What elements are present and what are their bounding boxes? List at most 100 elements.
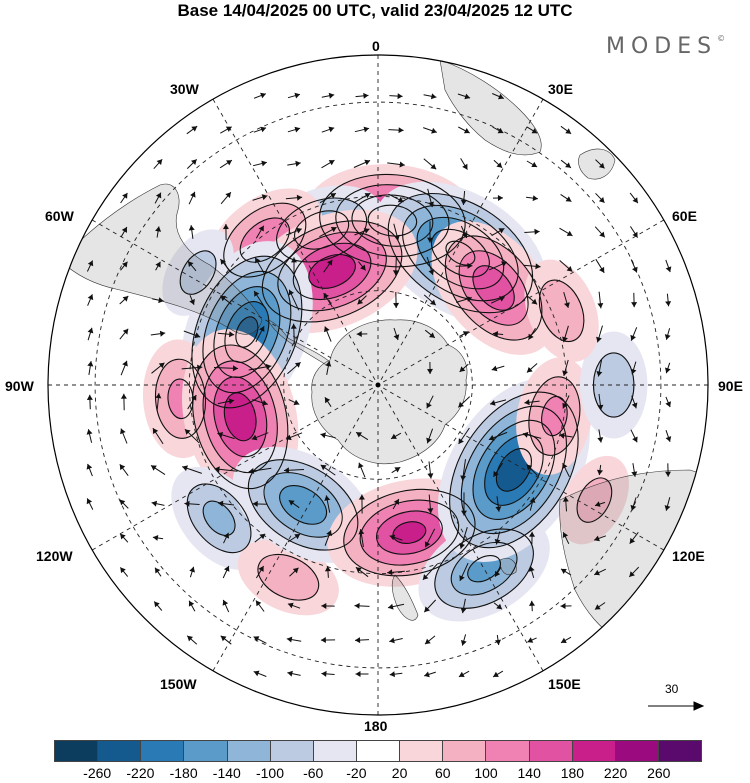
anomaly-contour-line xyxy=(292,242,372,301)
anomaly-band xyxy=(393,521,426,544)
wind-arrow xyxy=(597,464,603,476)
wind-arrow xyxy=(526,126,538,134)
wind-arrow xyxy=(461,492,467,516)
wind-arrow xyxy=(189,566,195,578)
wind-arrow xyxy=(152,297,164,304)
wind-arrow xyxy=(593,535,607,542)
colorbar-cell xyxy=(270,741,314,761)
wind-arrow xyxy=(460,598,467,614)
lon-label-30e: 30E xyxy=(548,81,573,97)
anomaly-contour-line xyxy=(450,541,518,596)
anomaly-contour-line xyxy=(576,477,613,523)
wind-arrow xyxy=(187,260,197,272)
wind-arrow xyxy=(323,292,333,308)
wind-arrow xyxy=(358,261,366,271)
wind-arrow xyxy=(217,398,235,405)
wind-arrow xyxy=(423,294,437,306)
anomaly-contour-line xyxy=(213,286,281,378)
wind-arrow xyxy=(286,227,302,236)
madagascar-landmass xyxy=(578,148,616,180)
brand-mark: © xyxy=(717,34,726,43)
wind-arrow xyxy=(287,670,301,677)
anomaly-band xyxy=(472,265,515,311)
colorbar-cell xyxy=(313,741,357,761)
wind-arrow xyxy=(459,562,469,582)
wind-arrow xyxy=(253,92,267,99)
wind-arrow xyxy=(494,531,501,545)
wind-arrow xyxy=(528,565,535,579)
wind-arrow xyxy=(489,399,507,406)
wind-arrow xyxy=(495,496,502,512)
wind-arrow xyxy=(492,462,504,478)
wind-arrow xyxy=(321,92,335,99)
wind-arrow xyxy=(150,464,166,476)
wind-arrow xyxy=(562,325,569,343)
anomaly-contour-line xyxy=(276,197,368,263)
anomaly-contour-set xyxy=(538,279,585,343)
wind-arrow xyxy=(427,221,433,243)
wind-arrow xyxy=(628,566,640,578)
wind-arrow xyxy=(562,496,569,512)
anomaly-contour-set xyxy=(257,553,320,601)
lon-label-0: 0 xyxy=(372,38,380,54)
wind-arrow xyxy=(151,362,165,374)
wind-arrow xyxy=(354,602,370,609)
wind-arrow xyxy=(455,296,473,303)
wind-arrow xyxy=(390,432,402,440)
wind-vectors xyxy=(86,92,672,678)
wind-arrow xyxy=(150,330,166,337)
anomaly-contour-line xyxy=(359,499,460,566)
wind-arrow xyxy=(354,228,370,236)
wind-arrow xyxy=(491,227,505,237)
wind-arrow xyxy=(665,463,671,477)
wind-arrow xyxy=(387,569,405,576)
colorbar-cell xyxy=(400,741,444,761)
wind-arrow xyxy=(460,225,468,239)
wind-arrow xyxy=(562,395,570,409)
wind-arrow xyxy=(354,126,370,133)
wind-arrow xyxy=(629,226,639,238)
wind-arrow xyxy=(287,160,301,167)
lon-label-90e: 90E xyxy=(718,378,743,394)
wind-arrow xyxy=(254,257,266,275)
anomaly-contour-line xyxy=(154,358,207,439)
brand-logo: MODES© xyxy=(606,34,725,59)
wind-arrow xyxy=(220,295,232,305)
anomaly-center xyxy=(559,455,629,545)
wind-arrow xyxy=(253,636,267,644)
colorbar-tick-label: -20 xyxy=(346,765,367,781)
wind-arrow xyxy=(631,292,638,308)
anomaly-band xyxy=(539,280,584,342)
wind-arrow xyxy=(492,126,504,134)
wind-arrow xyxy=(288,289,300,311)
wind-arrow xyxy=(289,567,299,577)
lon-label-90w: 90W xyxy=(5,378,34,394)
wind-arrow xyxy=(155,226,162,238)
colorbar-cell xyxy=(184,741,228,761)
wind-arrow xyxy=(665,293,672,307)
wind-arrow xyxy=(562,359,569,377)
wind-arrow xyxy=(527,637,537,643)
wind-arrow xyxy=(560,568,572,576)
wind-arrow xyxy=(355,92,369,99)
wind-arrow xyxy=(357,295,367,305)
anomaly-contour-line xyxy=(434,528,534,609)
anomaly-contour-line xyxy=(538,279,585,343)
anomaly-contour-line xyxy=(223,392,257,442)
wind-arrow xyxy=(120,360,128,376)
wind-arrow xyxy=(594,501,606,507)
colorbar-tick-label: 260 xyxy=(647,765,671,781)
wind-arrow xyxy=(120,261,128,271)
wind-arrow xyxy=(459,331,469,337)
colorbar-cell xyxy=(615,741,659,761)
wind-arrow xyxy=(213,365,239,372)
wind-arrow xyxy=(358,494,365,514)
colorbar-tick-label: 180 xyxy=(560,765,585,781)
wind-arrow xyxy=(460,459,467,481)
wind-arrow xyxy=(492,195,504,201)
wind-arrow xyxy=(423,127,437,134)
anomaly-contour-line xyxy=(277,231,387,312)
anomaly-contour-line xyxy=(192,344,289,490)
wind-arrow xyxy=(393,291,400,309)
anomaly-contour-set xyxy=(576,477,613,523)
